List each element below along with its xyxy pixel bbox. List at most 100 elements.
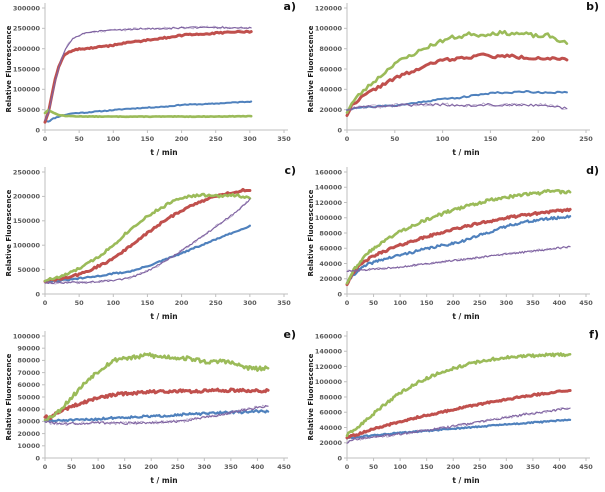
- y-tick-label: 140000: [315, 184, 343, 192]
- y-tick-label: 160000: [315, 332, 343, 340]
- x-tick-label: 100: [106, 299, 120, 307]
- series-purple-halo: [44, 404, 269, 427]
- x-tick-label: 200: [446, 299, 460, 307]
- y-tick-label: 40000: [319, 424, 342, 432]
- y-axis-title: Relative Fluorescence: [5, 189, 13, 277]
- x-tick-label: 50: [369, 463, 379, 471]
- chart-c-canvas: 0 50000 100000 150000 200000 250000 0 50 100 150 2…: [13, 167, 291, 307]
- x-axis-title: t / min: [452, 148, 480, 157]
- y-tick-label: 50000: [17, 106, 40, 114]
- series-green: [43, 192, 252, 283]
- y-tick-label: 60000: [319, 245, 342, 253]
- y-tick-label: 0: [35, 454, 40, 462]
- y-tick-label: 100000: [315, 25, 343, 33]
- series-purple-halo: [44, 198, 251, 285]
- y-tick-label: 200000: [13, 45, 41, 53]
- x-tick-label: 400: [553, 463, 567, 471]
- x-tick-label: 300: [198, 463, 212, 471]
- y-tick-label: 100000: [315, 214, 343, 222]
- y-tick-label: 0: [35, 126, 40, 134]
- y-tick-label: 150000: [13, 65, 41, 73]
- x-tick-label: 350: [277, 135, 291, 143]
- series-green: [345, 352, 572, 438]
- subplot-e: 0 10000 20000 30000 40000 50000 60000 70000 8000…: [0, 328, 302, 492]
- x-axis-title: t / min: [150, 312, 178, 321]
- y-tick-label: 0: [35, 290, 40, 298]
- x-tick-label: 350: [526, 299, 540, 307]
- x-tick-label: 150: [420, 299, 434, 307]
- chart-d-canvas: 0 20000 40000 60000 80000 100000 120000 140000 1…: [315, 167, 593, 307]
- series-red: [43, 29, 253, 124]
- y-tick-label: 40000: [319, 260, 342, 268]
- y-tick-label: 80000: [319, 45, 342, 53]
- series-purple: [346, 102, 568, 111]
- x-tick-label: 250: [209, 135, 223, 143]
- x-tick-label: 250: [579, 135, 593, 143]
- x-tick-label: 150: [420, 463, 434, 471]
- series-red: [43, 187, 252, 283]
- y-tick-label: 250000: [13, 168, 41, 176]
- y-tick-label: 80000: [319, 229, 342, 237]
- x-axis-title: t / min: [150, 476, 178, 485]
- x-tick-label: 100: [393, 463, 407, 471]
- series-green: [345, 188, 572, 285]
- y-tick-label: 80000: [319, 393, 342, 401]
- x-tick-label: 0: [345, 299, 350, 307]
- y-tick-label: 40000: [319, 86, 342, 94]
- x-tick-label: 50: [67, 463, 77, 471]
- x-tick-label: 300: [500, 299, 514, 307]
- x-tick-label: 50: [75, 135, 85, 143]
- x-tick-label: 300: [500, 463, 514, 471]
- y-tick-label: 120000: [315, 363, 343, 371]
- series-red: [43, 387, 270, 421]
- panel-label-c: c): [284, 164, 296, 177]
- series-red: [345, 207, 572, 287]
- x-tick-label: 400: [553, 299, 567, 307]
- x-tick-label: 50: [75, 299, 85, 307]
- series-red: [345, 389, 572, 440]
- y-tick-label: 250000: [13, 25, 41, 33]
- x-tick-label: 350: [526, 463, 540, 471]
- x-tick-label: 200: [175, 135, 189, 143]
- y-tick-label: 50000: [17, 393, 40, 401]
- y-tick-label: 100000: [13, 242, 41, 250]
- x-tick-label: 100: [436, 135, 450, 143]
- y-tick-label: 300000: [13, 4, 41, 12]
- y-tick-label: 60000: [17, 381, 40, 389]
- y-tick-label: 50000: [17, 266, 40, 274]
- y-tick-label: 10000: [17, 442, 40, 450]
- series-purple: [44, 26, 252, 121]
- series-green: [43, 108, 253, 119]
- x-axis-title: t / min: [452, 476, 480, 485]
- y-tick-label: 120000: [315, 4, 343, 12]
- series-purple: [346, 407, 571, 444]
- subplot-a: 0 50000 100000 150000 200000 250000 300000 0 50 1…: [0, 0, 302, 164]
- x-tick-label: 250: [209, 299, 223, 307]
- x-tick-label: 100: [106, 135, 120, 143]
- y-tick-label: 20000: [319, 275, 342, 283]
- series-green: [43, 352, 270, 422]
- x-tick-label: 250: [473, 463, 487, 471]
- subplot-f: 0 20000 40000 60000 80000 100000 120000 140000 1…: [302, 328, 605, 492]
- chart-f-canvas: 0 20000 40000 60000 80000 100000 120000 140000 1…: [315, 331, 593, 471]
- panel-label-e: e): [283, 328, 297, 341]
- chart-a-canvas: 0 50000 100000 150000 200000 250000 300000 0 50 1…: [13, 3, 291, 143]
- x-tick-label: 150: [141, 299, 155, 307]
- x-tick-label: 150: [484, 135, 498, 143]
- x-tick-label: 350: [277, 299, 291, 307]
- series-purple-halo: [346, 245, 571, 273]
- y-tick-label: 200000: [13, 193, 41, 201]
- panel-label-d: d): [586, 164, 599, 177]
- x-tick-label: 450: [277, 463, 291, 471]
- panel-label-a: a): [283, 0, 296, 13]
- x-tick-label: 400: [251, 463, 265, 471]
- x-tick-label: 250: [171, 463, 185, 471]
- y-tick-label: 140000: [315, 348, 343, 356]
- x-tick-label: 300: [243, 135, 257, 143]
- series-blue: [345, 214, 572, 286]
- y-tick-label: 0: [337, 290, 342, 298]
- x-tick-label: 250: [473, 299, 487, 307]
- subplot-d: 0 20000 40000 60000 80000 100000 120000 140000 1…: [302, 164, 605, 328]
- series-purple: [44, 404, 269, 426]
- y-tick-label: 90000: [17, 345, 40, 353]
